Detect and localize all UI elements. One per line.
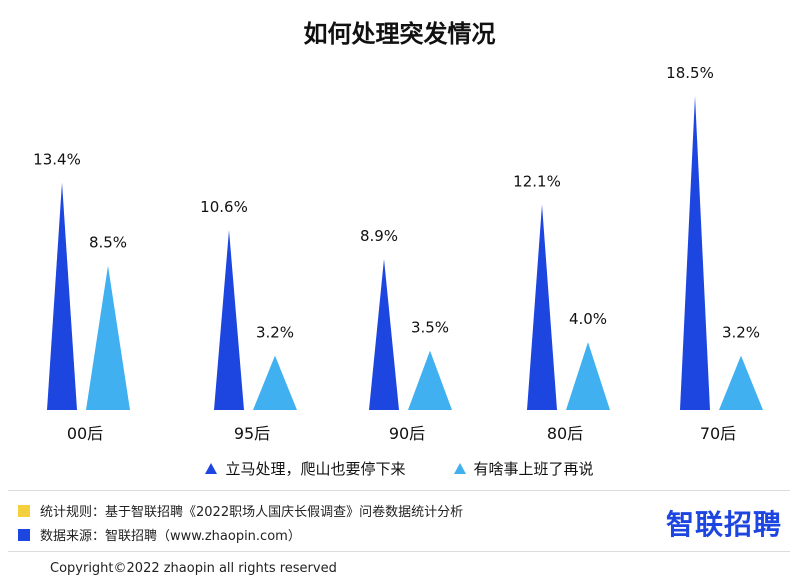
legend-item-series2: 有啥事上班了再说 bbox=[453, 458, 594, 479]
chart-plot: 13.4% 8.5% 00后 10.6% 3.2% 95后 8.9% 3.5% 90后 12.1%… bbox=[33, 64, 763, 443]
triangle-s2-1 bbox=[253, 355, 297, 410]
legend-item-series1: 立马处理，爬山也要停下来 bbox=[205, 458, 406, 479]
x-tick-label-4: 70后 bbox=[700, 424, 736, 443]
stat-rule-text: 统计规则：基于智联招聘《2022职场人国庆长假调查》问卷数据统计分析 bbox=[40, 505, 464, 520]
data-label-s1-4: 18.5% bbox=[666, 64, 714, 82]
zhaopin-logo: 智联招聘 bbox=[666, 503, 782, 543]
triangle-s1-2 bbox=[369, 258, 399, 410]
chart-legend: 立马处理，爬山也要停下来 有啥事上班了再说 bbox=[0, 458, 799, 479]
yellow-square-icon bbox=[18, 504, 30, 517]
triangle-s1-3 bbox=[527, 204, 557, 410]
triangle-s1-4 bbox=[680, 96, 710, 410]
data-label-s2-3: 4.0% bbox=[569, 310, 607, 328]
data-label-s2-1: 3.2% bbox=[256, 324, 294, 342]
blue-square-icon bbox=[18, 528, 30, 541]
triangle-s2-0 bbox=[86, 265, 130, 410]
triangle-s1-0 bbox=[47, 182, 77, 410]
triangle-s2-3 bbox=[566, 342, 610, 410]
x-tick-label-1: 95后 bbox=[234, 424, 270, 443]
data-label-s1-2: 8.9% bbox=[360, 227, 398, 245]
copyright-text: Copyright©2022 zhaopin all rights reserv… bbox=[50, 561, 337, 576]
stat-rule-note: 统计规则：基于智联招聘《2022职场人国庆长假调查》问卷数据统计分析 bbox=[18, 501, 463, 520]
legend-label-series2: 有啥事上班了再说 bbox=[473, 460, 594, 478]
data-label-s1-0: 13.4% bbox=[33, 151, 81, 169]
triangle-s2-4 bbox=[719, 355, 763, 410]
chart-title: 如何处理突发情况 bbox=[303, 20, 496, 48]
x-tick-label-2: 90后 bbox=[389, 424, 425, 443]
data-label-s1-3: 12.1% bbox=[513, 173, 561, 191]
data-source-note: 数据来源：智联招聘（www.zhaopin.com） bbox=[18, 525, 301, 544]
data-label-s2-2: 3.5% bbox=[411, 319, 449, 337]
triangle-s2-2 bbox=[408, 350, 452, 410]
legend-marker-series1 bbox=[205, 463, 218, 474]
legend-marker-series2 bbox=[453, 463, 466, 474]
data-label-s2-4: 3.2% bbox=[722, 324, 760, 342]
footer-panel: 统计规则：基于智联招聘《2022职场人国庆长假调查》问卷数据统计分析 数据来源：… bbox=[8, 490, 790, 552]
logo-text: 智联招聘 bbox=[665, 508, 782, 541]
legend-label-series1: 立马处理，爬山也要停下来 bbox=[225, 460, 406, 478]
data-label-s1-1: 10.6% bbox=[200, 198, 248, 216]
x-tick-label-0: 00后 bbox=[67, 424, 103, 443]
data-source-text: 数据来源：智联招聘（www.zhaopin.com） bbox=[40, 529, 301, 544]
x-tick-label-3: 80后 bbox=[547, 424, 583, 443]
data-label-s2-0: 8.5% bbox=[89, 234, 127, 252]
triangle-s1-1 bbox=[214, 230, 244, 410]
